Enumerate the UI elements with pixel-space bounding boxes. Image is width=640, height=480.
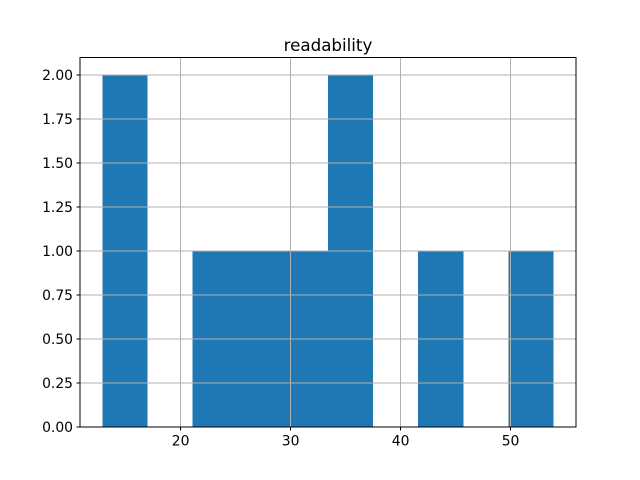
y-tick-label: 0.25 — [42, 376, 73, 392]
y-tick-label: 1.00 — [42, 244, 73, 260]
x-tick-label: 40 — [392, 434, 410, 450]
y-tick-label: 1.50 — [42, 156, 73, 172]
x-tick-label: 50 — [502, 434, 520, 450]
axes-spines — [79, 57, 577, 428]
y-tick-label: 1.75 — [42, 112, 73, 128]
x-tick-label: 20 — [172, 434, 190, 450]
y-tick-label: 1.25 — [42, 200, 73, 216]
y-tick-label: 0.00 — [42, 420, 73, 436]
x-tick-label: 30 — [282, 434, 300, 450]
chart-title: readability — [283, 35, 373, 55]
y-tick-label: 2.00 — [42, 68, 73, 84]
y-tick-label: 0.75 — [42, 288, 73, 304]
y-tick-label: 0.50 — [42, 332, 73, 348]
